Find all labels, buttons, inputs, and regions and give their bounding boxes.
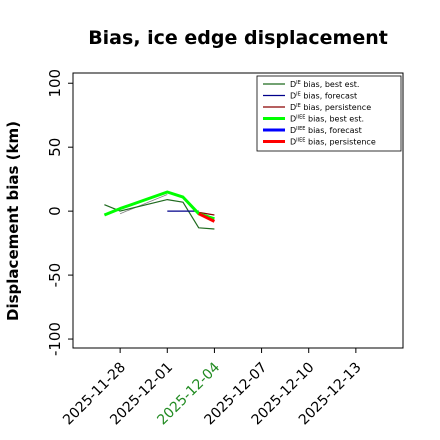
series-layer <box>103 190 216 230</box>
legend-entry: DIIEE bias, best est. <box>290 115 364 124</box>
y-tick-label: -100 <box>46 322 64 356</box>
chart-title: Bias, ice edge displacement <box>88 27 388 49</box>
y-axis-ticks: 100 50 0 -50 -100 <box>46 69 73 356</box>
y-tick-label: 0 <box>46 206 64 216</box>
series-line-2 <box>198 211 215 216</box>
y-tick-label: 100 <box>46 69 64 98</box>
legend: DIE bias, best est. DIE bias, forecast DIE… <box>256 75 402 152</box>
plot-area <box>72 72 404 349</box>
plot-frame <box>72 72 404 349</box>
legend-entry: DIIEE bias, persistence <box>290 138 376 147</box>
y-tick-label: -50 <box>46 263 64 288</box>
series-line-5 <box>198 212 216 223</box>
x-axis-ticks: 2025-11-282025-12-012025-12-042025-12-07… <box>60 348 365 428</box>
series-line-3 <box>103 190 215 221</box>
legend-entry: DIE bias, best est. <box>290 80 359 89</box>
y-axis-label: Displacement bias (km) <box>4 121 22 321</box>
legend-entry: DIIEE bias, forecast <box>290 126 362 135</box>
legend-entry: DIE bias, forecast <box>290 92 357 101</box>
legend-entry: DIE bias, persistence <box>290 103 371 112</box>
legend-box <box>256 75 402 152</box>
y-tick-label: 50 <box>46 138 64 157</box>
thin-connector-line <box>119 194 168 215</box>
